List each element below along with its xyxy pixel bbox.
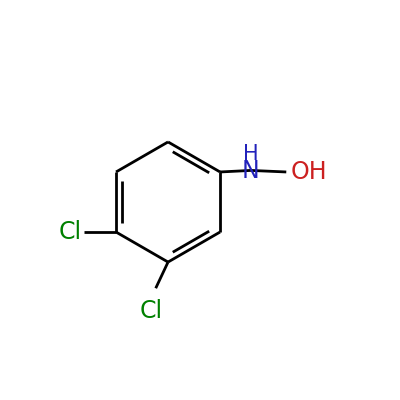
Text: OH: OH	[290, 160, 327, 184]
Text: H: H	[243, 144, 259, 164]
Text: Cl: Cl	[140, 299, 163, 323]
Text: N: N	[242, 159, 260, 183]
Text: Cl: Cl	[59, 220, 82, 244]
